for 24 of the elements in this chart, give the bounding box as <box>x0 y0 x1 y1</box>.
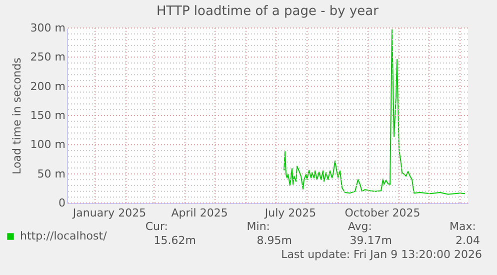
x-tick-label: January 2025 <box>72 206 146 220</box>
text: 39.17m <box>350 234 392 247</box>
text: Max: <box>450 220 476 233</box>
text: 15.62m <box>154 234 196 247</box>
x-tick-label: April 2025 <box>171 206 228 220</box>
y-tick-label: 200 m <box>30 80 66 93</box>
y-tick-label: 0 <box>58 196 66 210</box>
y-tick-label: 250 m <box>30 50 66 64</box>
y-tick-label: 50 m <box>37 167 66 180</box>
y-tick-label: 300 m <box>30 22 66 34</box>
y-tick-label: 100 m <box>30 138 66 152</box>
x-tick-label: October 2025 <box>344 206 420 220</box>
text: 8.95m <box>256 234 292 247</box>
y-axis-title: Load time in seconds <box>10 57 24 174</box>
chart-title: HTTP loadtime of a page - by year <box>156 4 380 19</box>
text: 2.04 <box>456 234 480 247</box>
x-tick-label: July 2025 <box>264 206 316 220</box>
text: Last update: Fri Jan 9 13:20:00 2026 <box>281 248 482 261</box>
text: Cur: <box>145 220 168 233</box>
line-series <box>284 29 466 195</box>
legend-label: http://localhost/ <box>20 230 108 242</box>
y-tick-label: 150 m <box>30 109 66 122</box>
text: Min: <box>246 220 270 233</box>
text: Avg: <box>348 220 372 233</box>
